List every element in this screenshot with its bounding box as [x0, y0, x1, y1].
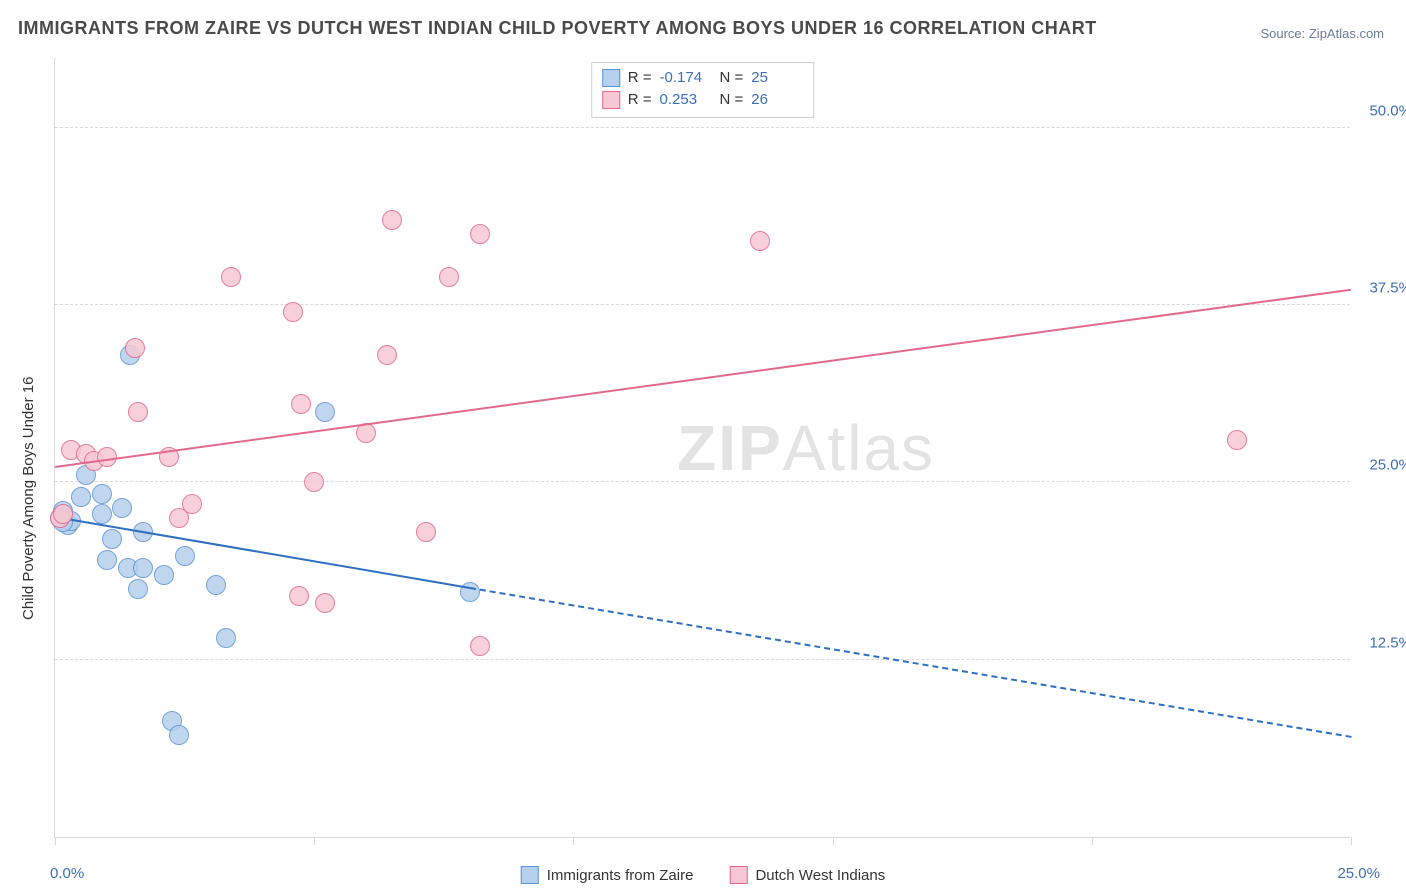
- data-point-dwi: [470, 636, 490, 656]
- y-tick-label: 50.0%: [1356, 102, 1406, 119]
- data-point-zaire: [175, 546, 195, 566]
- data-point-dwi: [315, 593, 335, 613]
- data-point-zaire: [128, 579, 148, 599]
- data-point-zaire: [133, 558, 153, 578]
- data-point-zaire: [315, 402, 335, 422]
- n-label: N =: [720, 67, 744, 89]
- data-point-zaire: [216, 628, 236, 648]
- legend-label-dwi: Dutch West Indians: [755, 867, 885, 884]
- swatch-zaire-icon: [521, 866, 539, 884]
- legend-item-dwi: Dutch West Indians: [729, 866, 885, 884]
- data-point-dwi: [382, 210, 402, 230]
- trend-line: [55, 289, 1351, 468]
- chart-title: IMMIGRANTS FROM ZAIRE VS DUTCH WEST INDI…: [18, 18, 1097, 39]
- x-tick: [314, 837, 315, 845]
- x-tick: [573, 837, 574, 845]
- data-point-dwi: [53, 504, 73, 524]
- y-tick-label: 37.5%: [1356, 280, 1406, 297]
- n-label: N =: [720, 89, 744, 111]
- plot-area: ZIPAtlas R = -0.174 N = 25 R = 0.253 N =…: [54, 58, 1350, 838]
- r-label: R =: [628, 67, 652, 89]
- legend-item-zaire: Immigrants from Zaire: [521, 866, 694, 884]
- data-point-dwi: [377, 345, 397, 365]
- y-axis-label: Child Poverty Among Boys Under 16: [20, 377, 37, 620]
- y-tick-label: 12.5%: [1356, 634, 1406, 651]
- x-tick-max: 25.0%: [1337, 865, 1380, 882]
- watermark-bold: ZIP: [677, 412, 783, 484]
- source-label: Source: ZipAtlas.com: [1260, 26, 1384, 41]
- legend-label-zaire: Immigrants from Zaire: [547, 867, 694, 884]
- data-point-zaire: [154, 565, 174, 585]
- data-point-zaire: [169, 725, 189, 745]
- gridline: [55, 659, 1350, 660]
- x-tick-min: 0.0%: [50, 865, 84, 882]
- data-point-dwi: [470, 224, 490, 244]
- trend-line: [55, 516, 470, 589]
- data-point-dwi: [125, 338, 145, 358]
- data-point-zaire: [460, 582, 480, 602]
- data-point-zaire: [102, 529, 122, 549]
- x-tick: [833, 837, 834, 845]
- legend-stats-row-zaire: R = -0.174 N = 25: [602, 67, 804, 89]
- data-point-zaire: [112, 498, 132, 518]
- data-point-dwi: [439, 267, 459, 287]
- data-point-zaire: [92, 484, 112, 504]
- watermark-light: Atlas: [783, 412, 935, 484]
- data-point-dwi: [291, 394, 311, 414]
- data-point-zaire: [71, 487, 91, 507]
- data-point-dwi: [750, 231, 770, 251]
- x-tick: [1351, 837, 1352, 845]
- swatch-zaire-icon: [602, 69, 620, 87]
- legend-series: Immigrants from Zaire Dutch West Indians: [521, 866, 886, 884]
- swatch-dwi-icon: [729, 866, 747, 884]
- data-point-dwi: [416, 522, 436, 542]
- data-point-dwi: [128, 402, 148, 422]
- legend-stats: R = -0.174 N = 25 R = 0.253 N = 26: [591, 62, 815, 118]
- data-point-dwi: [221, 267, 241, 287]
- n-value-dwi: 26: [751, 89, 803, 111]
- data-point-zaire: [92, 504, 112, 524]
- data-point-zaire: [97, 550, 117, 570]
- y-tick-label: 25.0%: [1356, 457, 1406, 474]
- watermark: ZIPAtlas: [677, 411, 935, 485]
- x-tick: [55, 837, 56, 845]
- data-point-dwi: [289, 586, 309, 606]
- r-label: R =: [628, 89, 652, 111]
- swatch-dwi-icon: [602, 91, 620, 109]
- data-point-zaire: [206, 575, 226, 595]
- legend-stats-row-dwi: R = 0.253 N = 26: [602, 89, 804, 111]
- n-value-zaire: 25: [751, 67, 803, 89]
- data-point-dwi: [182, 494, 202, 514]
- data-point-dwi: [1227, 430, 1247, 450]
- r-value-zaire: -0.174: [660, 67, 712, 89]
- data-point-dwi: [283, 302, 303, 322]
- gridline: [55, 127, 1350, 128]
- gridline: [55, 481, 1350, 482]
- data-point-dwi: [304, 472, 324, 492]
- trend-line: [470, 587, 1352, 738]
- r-value-dwi: 0.253: [660, 89, 712, 111]
- gridline: [55, 304, 1350, 305]
- x-tick: [1092, 837, 1093, 845]
